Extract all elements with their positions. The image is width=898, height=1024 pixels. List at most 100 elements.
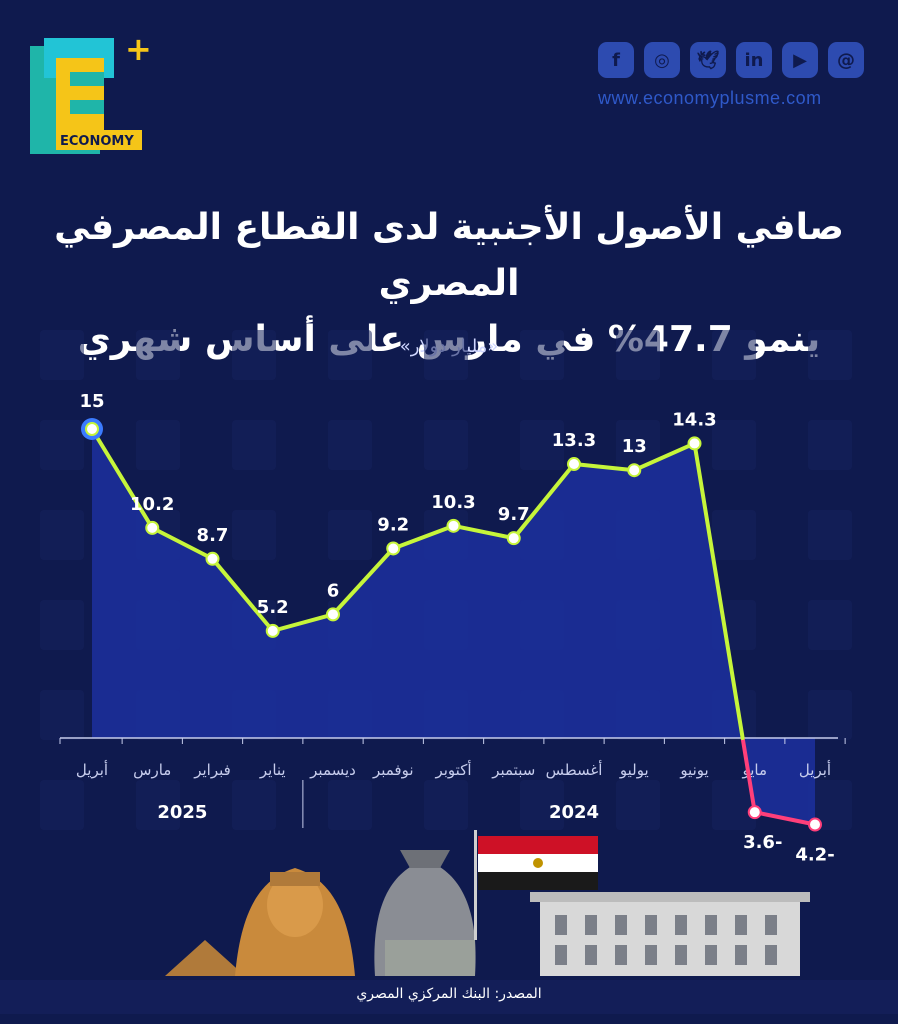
data-label: 14.3 bbox=[672, 409, 716, 430]
watermark-tile bbox=[328, 780, 372, 830]
month-label: أبريل bbox=[76, 760, 108, 779]
line-segment bbox=[692, 441, 745, 740]
label-layer: 4.2- 3.6- 14.3 13 13.3 9.7 10.3 9.2 6 5.2 8.7 10.2 1… bbox=[79, 391, 834, 866]
data-point bbox=[265, 623, 280, 638]
watermark-tile bbox=[616, 330, 660, 380]
month-label: فبراير bbox=[193, 761, 231, 779]
data-label: 3.6- bbox=[743, 832, 782, 853]
data-point bbox=[627, 463, 642, 478]
data-label: 9.7 bbox=[498, 504, 530, 525]
line-segment bbox=[150, 525, 215, 561]
watermark-tile bbox=[808, 600, 852, 650]
watermark-tile bbox=[232, 420, 276, 470]
watermark-tile bbox=[808, 690, 852, 740]
watermark-tile bbox=[712, 780, 756, 830]
logo-plus: + bbox=[125, 38, 150, 68]
twitter-icon[interactable]: 🕊 bbox=[690, 42, 726, 78]
data-label: 13 bbox=[622, 436, 647, 457]
facebook-icon[interactable]: f bbox=[598, 42, 634, 78]
line-segment bbox=[90, 427, 155, 530]
data-point bbox=[747, 805, 762, 820]
data-label: 8.7 bbox=[197, 525, 229, 546]
area-fill bbox=[92, 429, 815, 825]
watermark-tile bbox=[808, 780, 852, 830]
month-label: مارس bbox=[133, 761, 171, 779]
line-segment bbox=[740, 736, 757, 815]
line-segment bbox=[572, 462, 637, 473]
watermark-tile bbox=[232, 780, 276, 830]
data-label: 15 bbox=[79, 391, 104, 412]
data-label: 10.2 bbox=[130, 494, 174, 515]
line-layer bbox=[81, 418, 822, 832]
line-segment bbox=[210, 556, 275, 633]
watermark-tile bbox=[40, 600, 84, 650]
data-point bbox=[386, 541, 401, 556]
watermark-tile bbox=[424, 330, 468, 380]
watermark-tile bbox=[328, 420, 372, 470]
line-segment bbox=[632, 441, 697, 473]
line-segment bbox=[511, 462, 576, 541]
data-point bbox=[205, 551, 220, 566]
data-label: 4.2- bbox=[795, 845, 834, 866]
data-label: 5.2 bbox=[257, 597, 289, 618]
website-link[interactable]: www.economyplusme.com bbox=[598, 88, 822, 108]
data-point bbox=[567, 457, 581, 472]
linkedin-icon[interactable]: in bbox=[736, 42, 772, 78]
month-label: يوليو bbox=[619, 761, 649, 779]
watermark-tile bbox=[616, 780, 660, 830]
watermark-tile bbox=[136, 330, 180, 380]
month-label: نوفمبر bbox=[372, 761, 414, 779]
data-point bbox=[326, 607, 340, 622]
data-point bbox=[808, 817, 822, 832]
line-segment bbox=[270, 612, 335, 633]
line-segment bbox=[391, 523, 456, 551]
month-label: ديسمبر bbox=[309, 761, 356, 779]
economy-plus-logo: ECONOMY + bbox=[30, 38, 150, 154]
instagram-icon[interactable]: ◎ bbox=[644, 42, 680, 78]
watermark-tile bbox=[40, 780, 84, 830]
watermark-tile bbox=[520, 420, 564, 470]
data-point bbox=[506, 531, 521, 546]
watermark-tile bbox=[712, 420, 756, 470]
data-point bbox=[446, 518, 461, 533]
data-label: 6 bbox=[327, 580, 340, 601]
month-label: أبريل bbox=[799, 760, 831, 779]
line-segment bbox=[752, 810, 817, 827]
watermark-tile bbox=[520, 780, 564, 830]
year-label: 2024 bbox=[549, 802, 599, 823]
logo-text: ECONOMY bbox=[60, 134, 134, 149]
title-line-1: صافي الأصول الأجنبية لدى القطاع المصرفي … bbox=[54, 207, 844, 304]
watermark-tile bbox=[232, 330, 276, 380]
watermark-tile bbox=[40, 690, 84, 740]
watermark-tile bbox=[712, 510, 756, 560]
watermark-tile bbox=[808, 510, 852, 560]
watermark-tile bbox=[40, 330, 84, 380]
watermark-tile bbox=[328, 510, 372, 560]
youtube-icon[interactable]: ▶ bbox=[782, 42, 818, 78]
watermark-tile bbox=[424, 780, 468, 830]
axis-layer: أبريلمايويونيويوليوأغسطسسبتمبرأكتوبرنوفم… bbox=[59, 737, 846, 828]
month-label: يونيو bbox=[679, 761, 708, 779]
watermark-tile bbox=[808, 420, 852, 470]
watermark-tile bbox=[808, 330, 852, 380]
month-label: أغسطس bbox=[546, 760, 603, 779]
watermark-tile bbox=[616, 420, 660, 470]
line-segment bbox=[451, 523, 516, 541]
month-label: أكتوبر bbox=[434, 760, 471, 779]
data-point bbox=[687, 436, 702, 451]
area-layer bbox=[92, 429, 815, 825]
source-bar bbox=[0, 980, 898, 1014]
social-links: f ◎ 🕊 in ▶ @ bbox=[598, 42, 864, 78]
watermark-tile bbox=[136, 780, 180, 830]
watermark-tile bbox=[40, 510, 84, 560]
data-point bbox=[85, 422, 99, 436]
watermark-tile bbox=[40, 420, 84, 470]
watermark-tile bbox=[328, 330, 372, 380]
data-point bbox=[145, 520, 160, 535]
watermark-tile bbox=[232, 510, 276, 560]
threads-icon[interactable]: @ bbox=[828, 42, 864, 78]
data-label: 9.2 bbox=[377, 514, 409, 535]
source-note: المصدر: البنك المركزي المصري bbox=[356, 986, 542, 1002]
watermark-tile bbox=[424, 420, 468, 470]
